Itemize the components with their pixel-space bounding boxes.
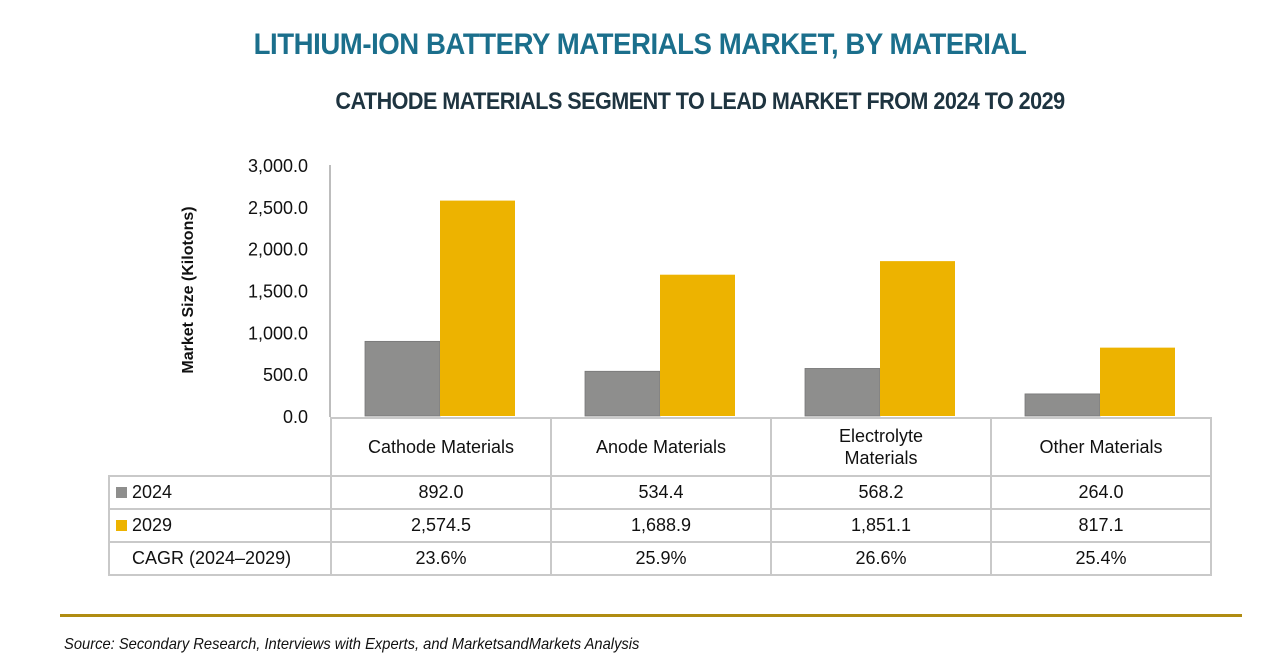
footer-divider bbox=[60, 614, 1242, 617]
category-label: Anode Materials bbox=[595, 437, 727, 457]
chart-subtitle: CATHODE MATERIALS SEGMENT TO LEAD MARKET… bbox=[335, 88, 1065, 115]
table-cell: 892.0 bbox=[330, 475, 552, 510]
legend-entry-2029: 2029 bbox=[108, 508, 332, 543]
table-cell: 23.6% bbox=[330, 541, 552, 576]
bar-2024-electrolyte-materials bbox=[804, 368, 881, 417]
bar-2029-cathode-materials bbox=[440, 200, 515, 416]
data-table: Cathode Materials Anode Materials Electr… bbox=[108, 417, 1212, 576]
table-cell: 25.4% bbox=[990, 541, 1212, 576]
table-row-2024: 2024 892.0 534.4 568.2 264.0 bbox=[108, 475, 1212, 510]
table-cell: 817.1 bbox=[990, 508, 1212, 543]
table-cell: 568.2 bbox=[770, 475, 992, 510]
table-header-row: Cathode Materials Anode Materials Electr… bbox=[109, 417, 1212, 477]
table-cell: 26.6% bbox=[770, 541, 992, 576]
table-row-2029: 2029 2,574.5 1,688.9 1,851.1 817.1 bbox=[108, 508, 1212, 543]
category-header: Electrolyte Materials bbox=[770, 417, 992, 477]
legend-label: 2024 bbox=[132, 482, 173, 502]
legend-entry-2024: 2024 bbox=[108, 475, 332, 510]
y-tick-label: 1,500.0 bbox=[248, 282, 308, 302]
legend-swatch-2029 bbox=[116, 519, 127, 531]
category-label-line2: Materials bbox=[844, 448, 918, 468]
bar-2024-cathode-materials bbox=[364, 340, 441, 417]
table-cell: 264.0 bbox=[990, 475, 1212, 510]
cagr-label: CAGR (2024–2029) bbox=[108, 541, 332, 576]
y-tick-label: 3,000.0 bbox=[248, 156, 308, 176]
chart-title: LITHIUM-ION BATTERY MATERIALS MARKET, BY… bbox=[253, 28, 1027, 61]
category-label-line1: Electrolyte bbox=[838, 426, 924, 446]
bar-2029-other-materials bbox=[1100, 347, 1175, 416]
y-axis-ticks: 0.0500.01,000.01,500.02,000.02,500.03,00… bbox=[248, 156, 308, 427]
table-cell: 1,851.1 bbox=[770, 508, 992, 543]
table-cell: 2,574.5 bbox=[330, 508, 552, 543]
category-label: Other Materials bbox=[1039, 437, 1163, 457]
source-note: Source: Secondary Research, Interviews w… bbox=[64, 636, 640, 653]
bar-2024-other-materials bbox=[1024, 393, 1101, 417]
table-row-cagr: CAGR (2024–2029) 23.6% 25.9% 26.6% 25.4% bbox=[108, 541, 1212, 576]
category-header: Anode Materials bbox=[550, 417, 772, 477]
legend-label: 2029 bbox=[132, 515, 173, 535]
table-cell: 25.9% bbox=[550, 541, 772, 576]
y-tick-label: 500.0 bbox=[263, 365, 308, 385]
table-corner bbox=[109, 418, 332, 477]
category-label: Cathode Materials bbox=[367, 437, 515, 457]
table-cell: 534.4 bbox=[550, 475, 772, 510]
bars-group bbox=[364, 200, 1175, 417]
y-tick-label: 1,000.0 bbox=[248, 323, 308, 343]
legend-swatch-2024 bbox=[116, 486, 127, 498]
y-tick-label: 2,500.0 bbox=[248, 198, 308, 218]
y-tick-label: 2,000.0 bbox=[248, 240, 308, 260]
category-header: Other Materials bbox=[990, 417, 1212, 477]
bar-chart: 0.0500.01,000.01,500.02,000.02,500.03,00… bbox=[180, 156, 1175, 427]
bar-2024-anode-materials bbox=[584, 370, 661, 417]
table-cell: 1,688.9 bbox=[550, 508, 772, 543]
bar-2029-electrolyte-materials bbox=[880, 261, 955, 416]
bar-2029-anode-materials bbox=[660, 274, 735, 416]
category-header: Cathode Materials bbox=[330, 417, 552, 477]
y-axis-label: Market Size (Kilotons) bbox=[180, 206, 197, 373]
